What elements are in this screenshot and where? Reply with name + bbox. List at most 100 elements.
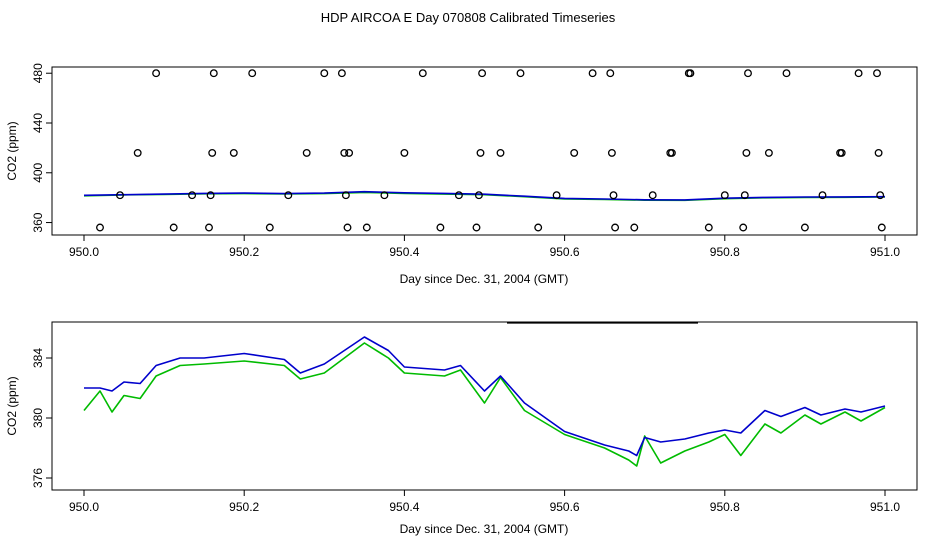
top-scatter-point	[205, 223, 213, 232]
bottom-series-group	[83, 336, 886, 467]
top-scatter-point	[116, 191, 124, 200]
top-x-tick-label: 951.0	[870, 245, 900, 259]
bottom-x-tick-label: 951.0	[870, 500, 900, 514]
top-scatter-point	[206, 191, 215, 200]
figure-title: HDP AIRCOA E Day 070808 Calibrated Times…	[321, 10, 616, 25]
top-y-tick-label: 360	[31, 212, 45, 232]
top-scatter-point	[478, 69, 487, 78]
top-scatter-point	[818, 191, 827, 200]
bottom-plot-frame	[51, 321, 918, 491]
top-scatter-group	[96, 69, 886, 232]
top-scatter-point	[873, 69, 881, 78]
top-scatter-point	[96, 223, 104, 232]
top-y-tick-label: 400	[31, 162, 45, 182]
bottom-panel: 950.0 950.2 950.4 950.6 950.8 951.0 376 380 384…	[5, 321, 918, 536]
top-series-group	[83, 190, 886, 202]
top-scatter-point	[362, 223, 371, 232]
top-series-line-2	[83, 190, 886, 201]
top-scatter-point	[611, 223, 620, 232]
bottom-x-tick-label: 950.4	[389, 500, 419, 514]
bottom-y-tick-label: 376	[31, 468, 45, 488]
bottom-y-axis-label: CO2 (ppm)	[5, 376, 19, 435]
top-scatter-point	[744, 69, 752, 78]
top-scatter-point	[552, 191, 561, 200]
bottom-x-tick-label: 950.8	[710, 500, 740, 514]
top-x-axis: 950.0 950.2 950.4 950.6 950.8 951.0	[69, 235, 900, 259]
top-scatter-point	[380, 191, 389, 200]
top-scatter-point	[209, 69, 218, 78]
top-scatter-point	[229, 148, 238, 157]
top-y-axis-label: CO2 (ppm)	[5, 121, 19, 180]
top-scatter-point	[837, 148, 846, 157]
bottom-y-tick-label: 384	[31, 348, 45, 368]
top-scatter-point	[609, 191, 618, 200]
top-x-tick-label: 950.2	[229, 245, 259, 259]
top-panel: 950.0 950.2 950.4 950.6 950.8 951.0 360 400 440…	[5, 63, 918, 286]
top-scatter-point	[874, 148, 883, 157]
top-scatter-point	[588, 69, 597, 78]
top-scatter-point	[474, 191, 483, 200]
bottom-x-axis-label: Day since Dec. 31, 2004 (GMT)	[400, 522, 569, 536]
top-scatter-point	[302, 148, 311, 157]
top-scatter-point	[248, 69, 257, 78]
top-scatter-point	[854, 69, 863, 78]
top-scatter-point	[630, 223, 639, 232]
top-scatter-point	[133, 148, 142, 157]
top-scatter-point	[782, 69, 791, 78]
bottom-series-line-1	[83, 342, 886, 467]
top-scatter-point	[720, 191, 729, 200]
top-scatter-point	[152, 69, 161, 78]
top-scatter-point	[516, 69, 525, 78]
top-scatter-point	[570, 148, 579, 157]
bottom-series-line-2	[84, 336, 886, 457]
top-scatter-point	[343, 223, 352, 232]
top-scatter-point	[686, 69, 695, 78]
top-scatter-point	[534, 223, 543, 232]
top-scatter-point	[740, 191, 749, 200]
top-scatter-point	[320, 69, 329, 78]
top-y-axis: 360 400 440 480	[31, 63, 52, 233]
top-scatter-point	[208, 148, 217, 157]
top-scatter-point	[476, 148, 485, 157]
top-scatter-point	[496, 148, 505, 157]
top-scatter-point	[648, 191, 657, 200]
bottom-y-axis: 376 380 384	[31, 348, 52, 488]
top-x-tick-label: 950.6	[550, 245, 580, 259]
top-scatter-point	[667, 148, 676, 157]
top-plot-frame	[51, 66, 918, 236]
top-scatter-point	[739, 223, 748, 232]
top-scatter-point	[606, 69, 615, 78]
top-scatter-point	[345, 148, 354, 157]
top-x-tick-label: 950.0	[69, 245, 99, 259]
top-scatter-point	[876, 191, 885, 200]
top-y-tick-label: 440	[31, 113, 45, 133]
top-scatter-point	[764, 148, 773, 157]
top-scatter-point	[400, 148, 409, 157]
top-scatter-point	[877, 223, 886, 232]
top-x-tick-label: 950.4	[389, 245, 419, 259]
top-scatter-point	[472, 223, 481, 232]
top-scatter-point	[188, 191, 197, 200]
top-scatter-point	[436, 223, 445, 232]
top-scatter-point	[800, 223, 809, 232]
top-scatter-point	[607, 148, 616, 157]
top-scatter-point	[265, 223, 274, 232]
top-scatter-point	[742, 148, 751, 157]
top-y-tick-label: 480	[31, 63, 45, 83]
top-x-axis-label: Day since Dec. 31, 2004 (GMT)	[400, 272, 569, 286]
bottom-x-tick-label: 950.2	[229, 500, 259, 514]
top-scatter-point	[418, 69, 427, 78]
top-scatter-point	[284, 191, 293, 200]
bottom-y-tick-label: 380	[31, 408, 45, 428]
top-scatter-point	[169, 223, 178, 232]
bottom-x-tick-label: 950.6	[550, 500, 580, 514]
top-scatter-point	[341, 191, 350, 200]
top-scatter-point	[704, 223, 713, 232]
bottom-x-axis: 950.0 950.2 950.4 950.6 950.8 951.0	[69, 490, 900, 514]
top-scatter-point	[454, 191, 463, 200]
top-scatter-point	[337, 69, 346, 78]
top-x-tick-label: 950.8	[710, 245, 740, 259]
top-scatter-point	[340, 148, 349, 157]
bottom-x-tick-label: 950.0	[69, 500, 99, 514]
